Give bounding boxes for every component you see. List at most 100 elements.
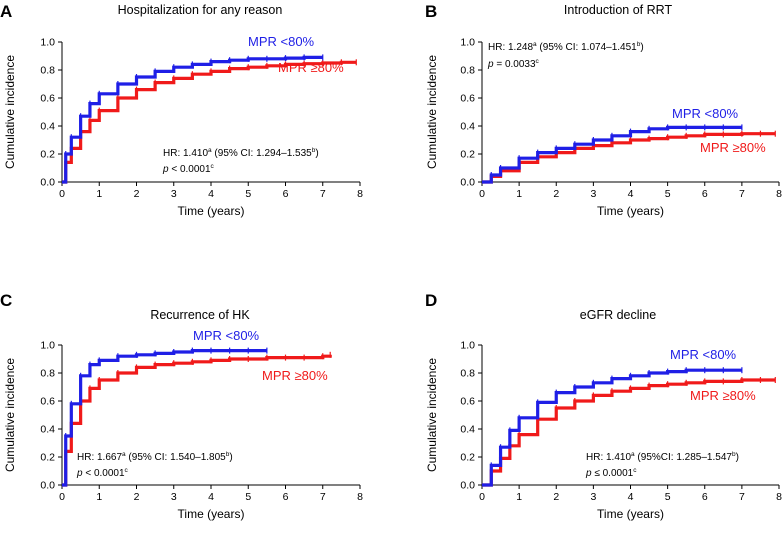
x-tick-label: 5 [665, 188, 671, 200]
panel-a: A Hospitalization for any reason 0 1 2 3 4 5 6 7 8… [0, 2, 363, 218]
hr-ci: (95%CI: 1.285–1.547 [635, 452, 733, 463]
chart-title: Introduction of RRT [564, 3, 673, 17]
p-symbol: p [76, 468, 83, 479]
sup-a: a [533, 41, 537, 48]
sup-b: b [637, 41, 641, 48]
y-tick-label: 0.8 [460, 368, 475, 380]
series-label-mpr-below-80: MPR <80% [670, 347, 737, 362]
y-tick-label: 0.6 [460, 396, 475, 408]
x-axis-label: Time (years) [178, 507, 245, 521]
y-tick-label: 0.6 [460, 93, 475, 105]
x-tick-label: 1 [96, 491, 102, 503]
series-label-mpr-below-80: MPR <80% [672, 106, 739, 121]
y-tick-label: 1.0 [460, 37, 475, 49]
hr-ci: (95% CI: 1.294–1.535 [212, 148, 313, 159]
series-line-mpr-below-80 [482, 368, 742, 487]
x-tick-label: 8 [357, 491, 363, 503]
hr-ci: (95% CI: 1.540–1.805 [126, 452, 227, 463]
chart-title: Hospitalization for any reason [118, 3, 283, 17]
x-tick-label: 8 [776, 188, 782, 200]
p-value: < 0.0001 [169, 164, 211, 175]
y-axis-label: Cumulative incidence [425, 55, 439, 169]
hazard-ratio-text: HR: 1.410a (95% CI: 1.294–1.535b) [163, 147, 319, 159]
x-tick-label: 0 [479, 491, 485, 503]
y-tick-label: 0.2 [40, 452, 55, 464]
y-tick-label: 0.2 [460, 149, 475, 161]
series-label-mpr-80-plus: MPR ≥80% [278, 60, 344, 75]
x-tick-label: 2 [553, 491, 559, 503]
sup-a: a [631, 451, 635, 458]
p-symbol: p [487, 59, 494, 70]
p-value: ≤ 0.0001 [592, 468, 634, 479]
sup-b: b [226, 451, 230, 458]
y-axis-label: Cumulative incidence [3, 358, 17, 472]
series-label-mpr-80-plus: MPR ≥80% [262, 368, 328, 383]
x-tick-label: 3 [590, 188, 596, 200]
x-tick-label: 5 [665, 491, 671, 503]
x-tick-label: 0 [59, 188, 65, 200]
x-tick-label: 6 [283, 491, 289, 503]
sup-c: c [633, 467, 637, 474]
hazard-ratio-text: HR: 1.248a (95% CI: 1.074–1.451b) [488, 41, 644, 53]
y-tick-label: 0.0 [460, 177, 475, 189]
hazard-ratio-text: HR: 1.410a (95%CI: 1.285–1.547b) [586, 451, 739, 463]
hr-value: HR: 1.667 [77, 452, 122, 463]
panel-letter: A [0, 2, 12, 21]
y-tick-label: 0.8 [460, 65, 475, 77]
x-tick-label: 4 [208, 188, 214, 200]
y-tick-label: 1.0 [460, 340, 475, 352]
x-tick-label: 7 [739, 188, 745, 200]
y-tick-label: 0.8 [40, 368, 55, 380]
series-label-mpr-80-plus: MPR ≥80% [700, 140, 766, 155]
y-tick-label: 0.4 [460, 424, 475, 436]
y-tick-label: 0.0 [40, 177, 55, 189]
p-value-text: p = 0.0033c [487, 58, 540, 70]
x-tick-label: 7 [739, 491, 745, 503]
x-tick-label: 5 [245, 188, 251, 200]
sup-b: b [312, 147, 316, 154]
y-tick-label: 1.0 [40, 37, 55, 49]
x-tick-label: 8 [357, 188, 363, 200]
x-tick-label: 7 [320, 188, 326, 200]
x-tick-label: 0 [59, 491, 65, 503]
x-tick-label: 4 [628, 188, 634, 200]
x-tick-label: 1 [96, 188, 102, 200]
sup-c: c [211, 163, 215, 170]
sup-a: a [122, 451, 126, 458]
sup-c: c [125, 467, 129, 474]
x-tick-label: 2 [134, 491, 140, 503]
x-axis-label: Time (years) [597, 507, 664, 521]
x-tick-label: 3 [171, 188, 177, 200]
p-value-text: p ≤ 0.0001c [585, 467, 637, 479]
y-tick-label: 1.0 [40, 340, 55, 352]
hr-value: HR: 1.410 [163, 148, 208, 159]
x-tick-label: 1 [516, 491, 522, 503]
hr-close: ) [640, 42, 643, 53]
y-tick-label: 0.6 [40, 93, 55, 105]
hr-close: ) [229, 452, 232, 463]
x-tick-label: 4 [628, 491, 634, 503]
chart-title: eGFR decline [580, 308, 656, 322]
p-value-text: p < 0.0001c [162, 163, 215, 175]
series-label-mpr-80-plus: MPR ≥80% [690, 388, 756, 403]
hr-close: ) [315, 148, 318, 159]
panel-letter: B [425, 2, 437, 21]
hr-value: HR: 1.410 [586, 452, 631, 463]
p-value: = 0.0033 [494, 59, 536, 70]
panel-c: C Recurrence of HK 0 1 2 3 4 5 6 7 8 0.0 0.2 0.4 0.6 0.… [0, 291, 363, 521]
series-line-mpr-80-plus [62, 354, 332, 487]
panel-letter: D [425, 291, 437, 310]
sup-a: a [208, 147, 212, 154]
panel-letter: C [0, 291, 12, 310]
sup-c: c [536, 58, 540, 65]
p-symbol: p [162, 164, 169, 175]
y-axis-label: Cumulative incidence [425, 358, 439, 472]
hr-value: HR: 1.248 [488, 42, 533, 53]
hr-ci: (95% CI: 1.074–1.451 [537, 42, 638, 53]
y-tick-label: 0.4 [40, 121, 55, 133]
x-axis-label: Time (years) [178, 204, 245, 218]
x-tick-label: 3 [590, 491, 596, 503]
x-tick-label: 1 [516, 188, 522, 200]
y-tick-label: 0.2 [460, 452, 475, 464]
